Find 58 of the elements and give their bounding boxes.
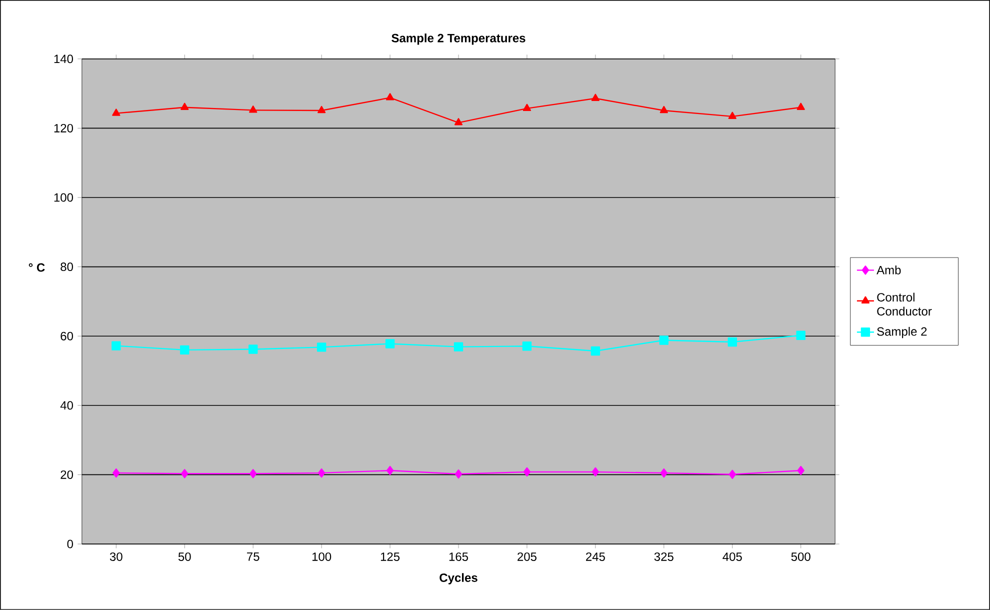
y-tick-label: 120 xyxy=(54,124,73,132)
x-tick-label: 125 xyxy=(380,552,400,561)
point xyxy=(659,336,669,345)
y-tick-label: 80 xyxy=(60,262,73,272)
x-tick-label: 165 xyxy=(449,552,468,561)
point xyxy=(318,106,326,114)
x-tick-label: 245 xyxy=(586,552,605,561)
y-tick-label: 40 xyxy=(60,401,73,410)
point xyxy=(316,342,326,352)
legend-label: Amb xyxy=(876,266,901,274)
y-tick-label: 140 xyxy=(54,54,73,64)
point xyxy=(592,467,600,477)
legend-label: Control Conductor xyxy=(877,292,932,316)
point xyxy=(454,118,463,126)
x-tick-label: 75 xyxy=(247,552,260,561)
x-tick-label: 325 xyxy=(654,552,674,561)
point xyxy=(454,469,462,479)
point xyxy=(386,93,394,100)
point xyxy=(180,102,189,110)
y-tick-label: 0 xyxy=(67,540,74,548)
point xyxy=(797,466,804,476)
point xyxy=(523,467,531,477)
point xyxy=(112,108,120,116)
legend-label: Sample 2 xyxy=(877,326,927,338)
point xyxy=(591,94,600,102)
x-tick-label: 50 xyxy=(178,552,191,561)
point xyxy=(112,468,120,478)
point xyxy=(112,341,121,350)
point xyxy=(522,104,532,112)
x-tick-label: 100 xyxy=(312,552,332,561)
y-tick-label: 60 xyxy=(60,332,73,340)
point xyxy=(660,468,668,478)
point xyxy=(181,469,188,478)
chart-title: Sample 2 Temperatures xyxy=(392,34,526,45)
point xyxy=(248,344,258,354)
x-tick-label: 205 xyxy=(518,552,536,561)
point xyxy=(386,466,394,476)
y-tick-label: 100 xyxy=(54,193,73,202)
x-tick-label: 405 xyxy=(722,552,742,561)
point xyxy=(796,102,805,110)
x-tick-label: 30 xyxy=(110,552,122,561)
point xyxy=(728,112,736,120)
point xyxy=(180,345,190,355)
point xyxy=(660,106,668,114)
point xyxy=(318,468,326,478)
point xyxy=(385,339,395,348)
x-axis-title: Cycles xyxy=(440,573,478,584)
point xyxy=(249,106,258,113)
y-tick-label: 20 xyxy=(60,470,73,479)
point xyxy=(796,330,806,340)
y-axis-title: ° C xyxy=(28,263,45,272)
point xyxy=(454,342,464,352)
point xyxy=(728,470,736,479)
point xyxy=(728,337,737,347)
point xyxy=(249,469,257,478)
point xyxy=(590,346,600,356)
point xyxy=(522,342,532,351)
x-tick-label: 500 xyxy=(791,552,810,561)
